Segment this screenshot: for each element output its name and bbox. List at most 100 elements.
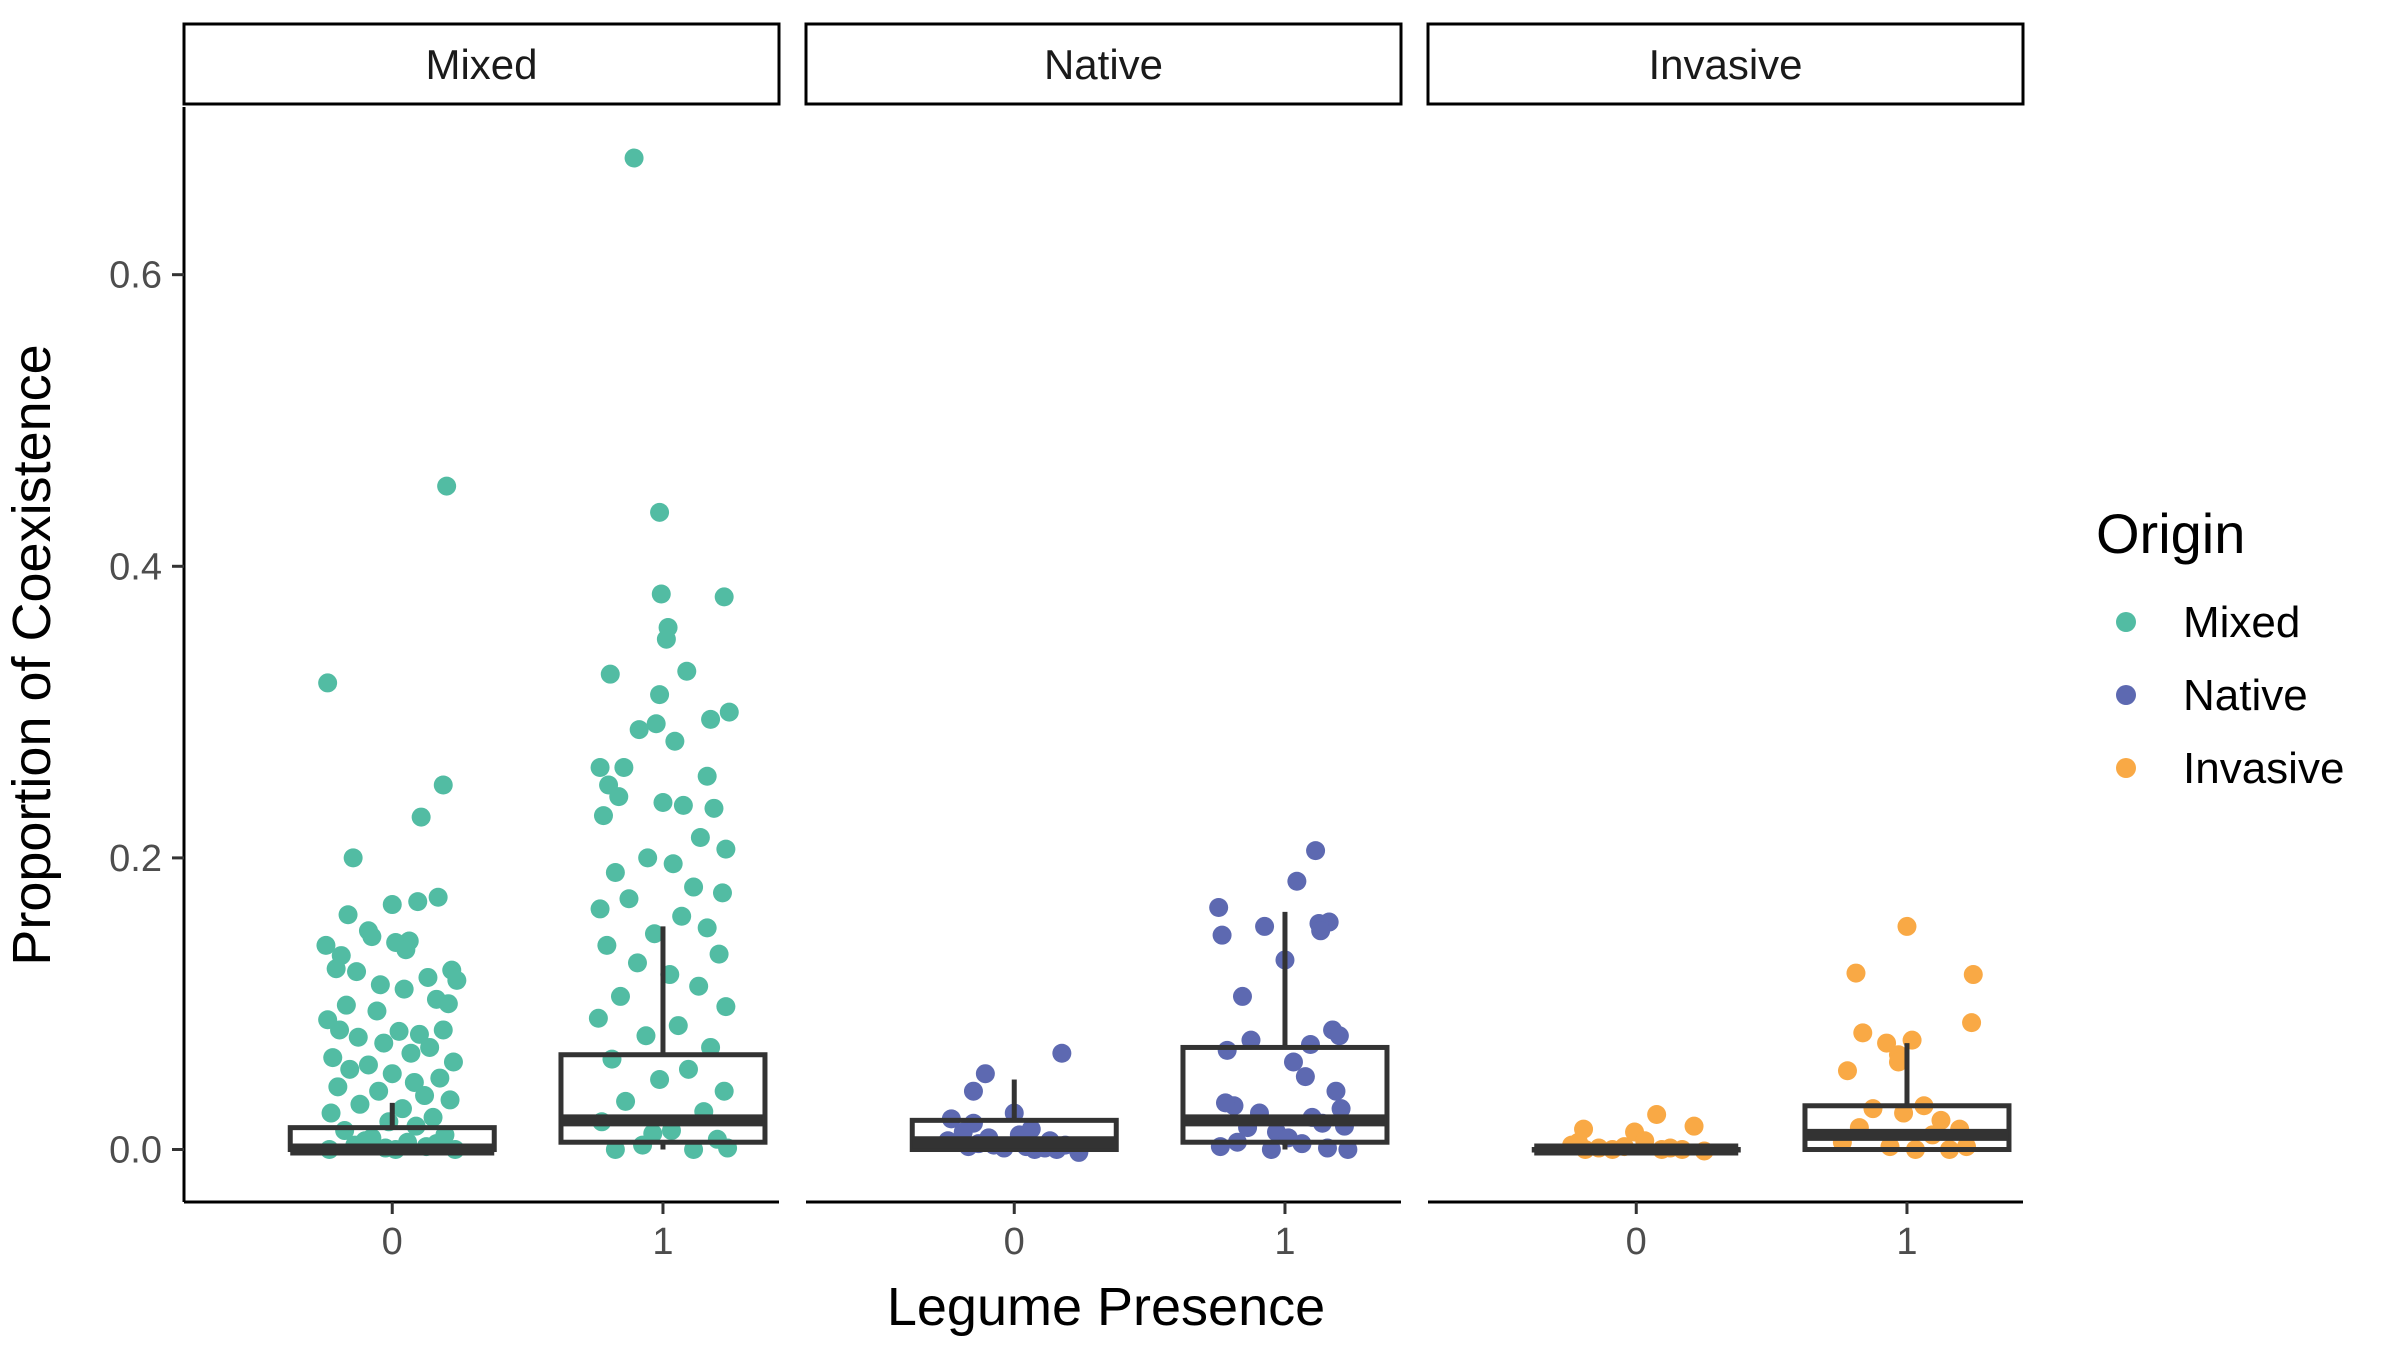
legend-key: [2116, 758, 2136, 778]
boxplot: [558, 926, 768, 1150]
data-point: [396, 940, 416, 960]
facet-panel-invasive: Invasive 0 1: [1426, 22, 2025, 1263]
data-point: [644, 924, 664, 944]
facet-strip-label: Invasive: [1648, 41, 1802, 88]
data-point: [672, 906, 692, 926]
legend-label: Invasive: [2183, 744, 2344, 793]
data-point: [340, 1059, 360, 1079]
data-point: [1021, 1119, 1041, 1139]
data-point: [433, 1020, 453, 1040]
data-point: [719, 702, 739, 722]
data-point: [326, 959, 346, 979]
data-point: [1877, 1033, 1897, 1053]
facet-panel-native: Native 0 1: [804, 22, 1403, 1263]
data-point: [394, 979, 414, 999]
data-point: [318, 673, 338, 693]
data-point: [697, 766, 717, 786]
data-point: [1300, 1035, 1320, 1055]
data-point: [1863, 1099, 1883, 1119]
data-point: [343, 848, 363, 868]
data-point: [701, 1037, 721, 1057]
data-point: [316, 935, 336, 955]
data-point: [714, 587, 734, 607]
data-point: [697, 918, 717, 938]
data-point: [348, 1027, 368, 1047]
data-point: [616, 1091, 636, 1111]
data-point: [336, 995, 356, 1015]
data-point: [709, 944, 729, 964]
data-point: [358, 1055, 378, 1075]
data-point: [415, 1086, 435, 1106]
data-point: [610, 986, 630, 1006]
facet-strip: [1426, 22, 2025, 106]
x-tick-label: 1: [1896, 1221, 1917, 1263]
data-point: [624, 148, 644, 168]
data-point: [643, 1123, 663, 1143]
data-point: [716, 997, 736, 1017]
data-point: [374, 1033, 394, 1053]
data-point: [629, 720, 649, 740]
data-point: [653, 792, 673, 812]
data-point: [684, 1140, 704, 1160]
data-point: [1647, 1105, 1667, 1125]
data-point: [689, 976, 709, 996]
x-axis-title: Legume Presence: [887, 1277, 1325, 1337]
data-point: [1837, 1061, 1857, 1081]
data-point: [1295, 1067, 1315, 1087]
data-point: [673, 795, 693, 815]
data-point: [605, 862, 625, 882]
data-point: [433, 775, 453, 795]
data-point: [438, 994, 458, 1014]
legend-key: [2116, 612, 2136, 632]
data-point: [323, 1048, 343, 1068]
data-point: [684, 877, 704, 897]
data-point: [646, 714, 666, 734]
data-point: [1962, 1013, 1982, 1033]
y-tick-label: 0.0: [109, 1130, 162, 1172]
data-point: [1326, 1081, 1346, 1101]
data-point: [389, 1021, 409, 1041]
legend-label: Mixed: [2183, 598, 2300, 647]
data-point: [1261, 1140, 1281, 1160]
x-tick-label: 0: [382, 1221, 403, 1263]
data-point: [347, 962, 367, 982]
boxplot-box: [1180, 1044, 1390, 1145]
data-point: [651, 584, 671, 604]
facet-strip: [804, 22, 1403, 106]
data-point: [328, 1077, 348, 1097]
data-point: [677, 661, 697, 681]
boxplot: [287, 1102, 497, 1156]
legend-item-mixed: Mixed: [2116, 598, 2300, 647]
legend-key: [2116, 685, 2136, 705]
data-point: [1283, 1052, 1303, 1072]
y-axis-title: Proportion of Coexistence: [2, 344, 62, 965]
data-point: [1897, 916, 1917, 936]
data-point: [690, 827, 710, 847]
data-point: [1963, 965, 1983, 985]
data-point: [636, 1026, 656, 1046]
data-point: [382, 895, 402, 915]
boxplot: [1180, 911, 1390, 1150]
data-point: [1217, 1040, 1237, 1060]
legend-item-native: Native: [2116, 671, 2308, 720]
data-point: [1684, 1116, 1704, 1136]
data-point: [330, 1020, 350, 1040]
data-point: [443, 1052, 463, 1072]
data-point: [1232, 986, 1252, 1006]
data-point: [668, 1016, 688, 1036]
data-point: [411, 807, 431, 827]
data-point: [1306, 841, 1326, 861]
data-point: [712, 883, 732, 903]
data-point: [593, 806, 613, 826]
data-point: [678, 1059, 698, 1079]
data-point: [704, 798, 724, 818]
data-point: [404, 1072, 424, 1092]
data-point: [590, 899, 610, 919]
data-point: [392, 1099, 412, 1119]
data-point: [1331, 1099, 1351, 1119]
data-point: [1853, 1023, 1873, 1043]
data-point: [418, 967, 438, 987]
data-point: [409, 1024, 429, 1044]
data-point: [430, 1068, 450, 1088]
